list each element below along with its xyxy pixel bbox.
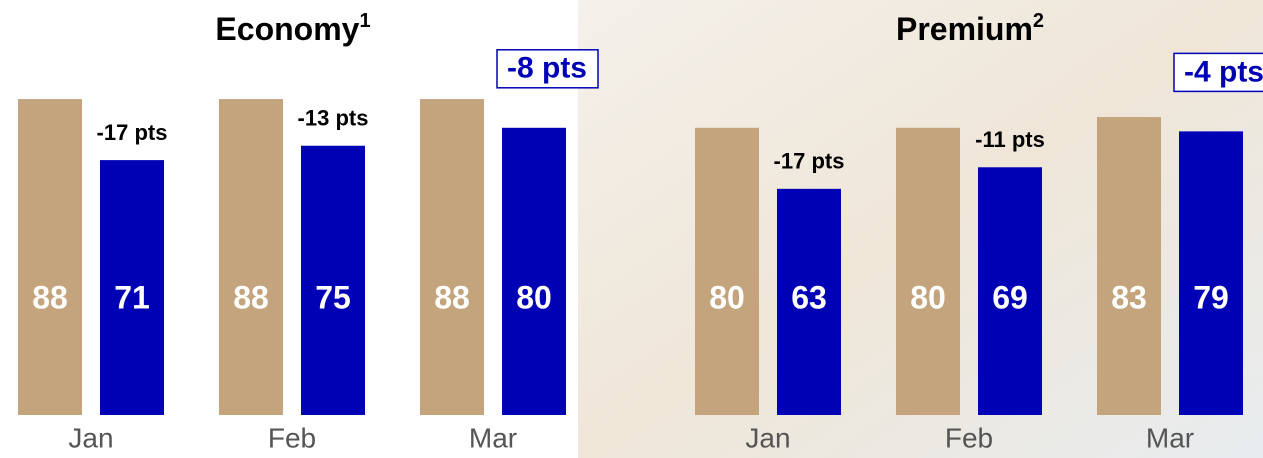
bar <box>978 167 1042 415</box>
x-tick-label: Mar <box>469 422 517 453</box>
annotation: -11 pts <box>975 127 1045 152</box>
bar <box>219 99 283 415</box>
annotation: -17 pts <box>774 149 845 174</box>
value-label: 88 <box>434 279 470 315</box>
bar <box>420 99 484 415</box>
x-tick-label: Jan <box>745 422 790 453</box>
x-tick-label: Jan <box>68 422 113 453</box>
bar <box>100 160 164 415</box>
bar <box>18 99 82 415</box>
chart-title: Economy1 <box>215 10 370 47</box>
value-label: 80 <box>910 279 946 315</box>
bar <box>502 127 566 416</box>
bar <box>301 145 365 415</box>
title-note: 1 <box>359 10 370 32</box>
x-tick-label: Feb <box>268 422 316 453</box>
chart-title: Premium2 <box>896 10 1044 47</box>
bar <box>777 188 841 415</box>
annotation-box <box>496 49 599 89</box>
annotation: -8 pts <box>507 52 587 85</box>
value-label: 63 <box>791 279 827 315</box>
value-label: 69 <box>992 279 1028 315</box>
value-label: 88 <box>233 279 269 315</box>
value-label: 71 <box>114 279 150 315</box>
annotation: -4 pts <box>1184 55 1263 88</box>
value-label: 83 <box>1111 279 1147 315</box>
x-tick-label: Mar <box>1146 422 1194 453</box>
value-label: 88 <box>32 279 68 315</box>
bar <box>896 127 960 416</box>
title-note: 2 <box>1033 10 1044 32</box>
value-label: 80 <box>516 279 552 315</box>
value-label: 80 <box>709 279 745 315</box>
bar <box>1097 117 1161 415</box>
annotation: -17 pts <box>97 120 168 145</box>
bar <box>1179 131 1243 415</box>
title-text: Economy <box>215 11 359 47</box>
title-text: Premium <box>896 11 1033 47</box>
annotation-box <box>1173 52 1263 93</box>
value-label: 75 <box>315 279 351 315</box>
x-tick-label: Feb <box>945 422 993 453</box>
annotation: -13 pts <box>298 106 369 131</box>
bar <box>695 127 759 416</box>
value-label: 79 <box>1193 279 1229 315</box>
